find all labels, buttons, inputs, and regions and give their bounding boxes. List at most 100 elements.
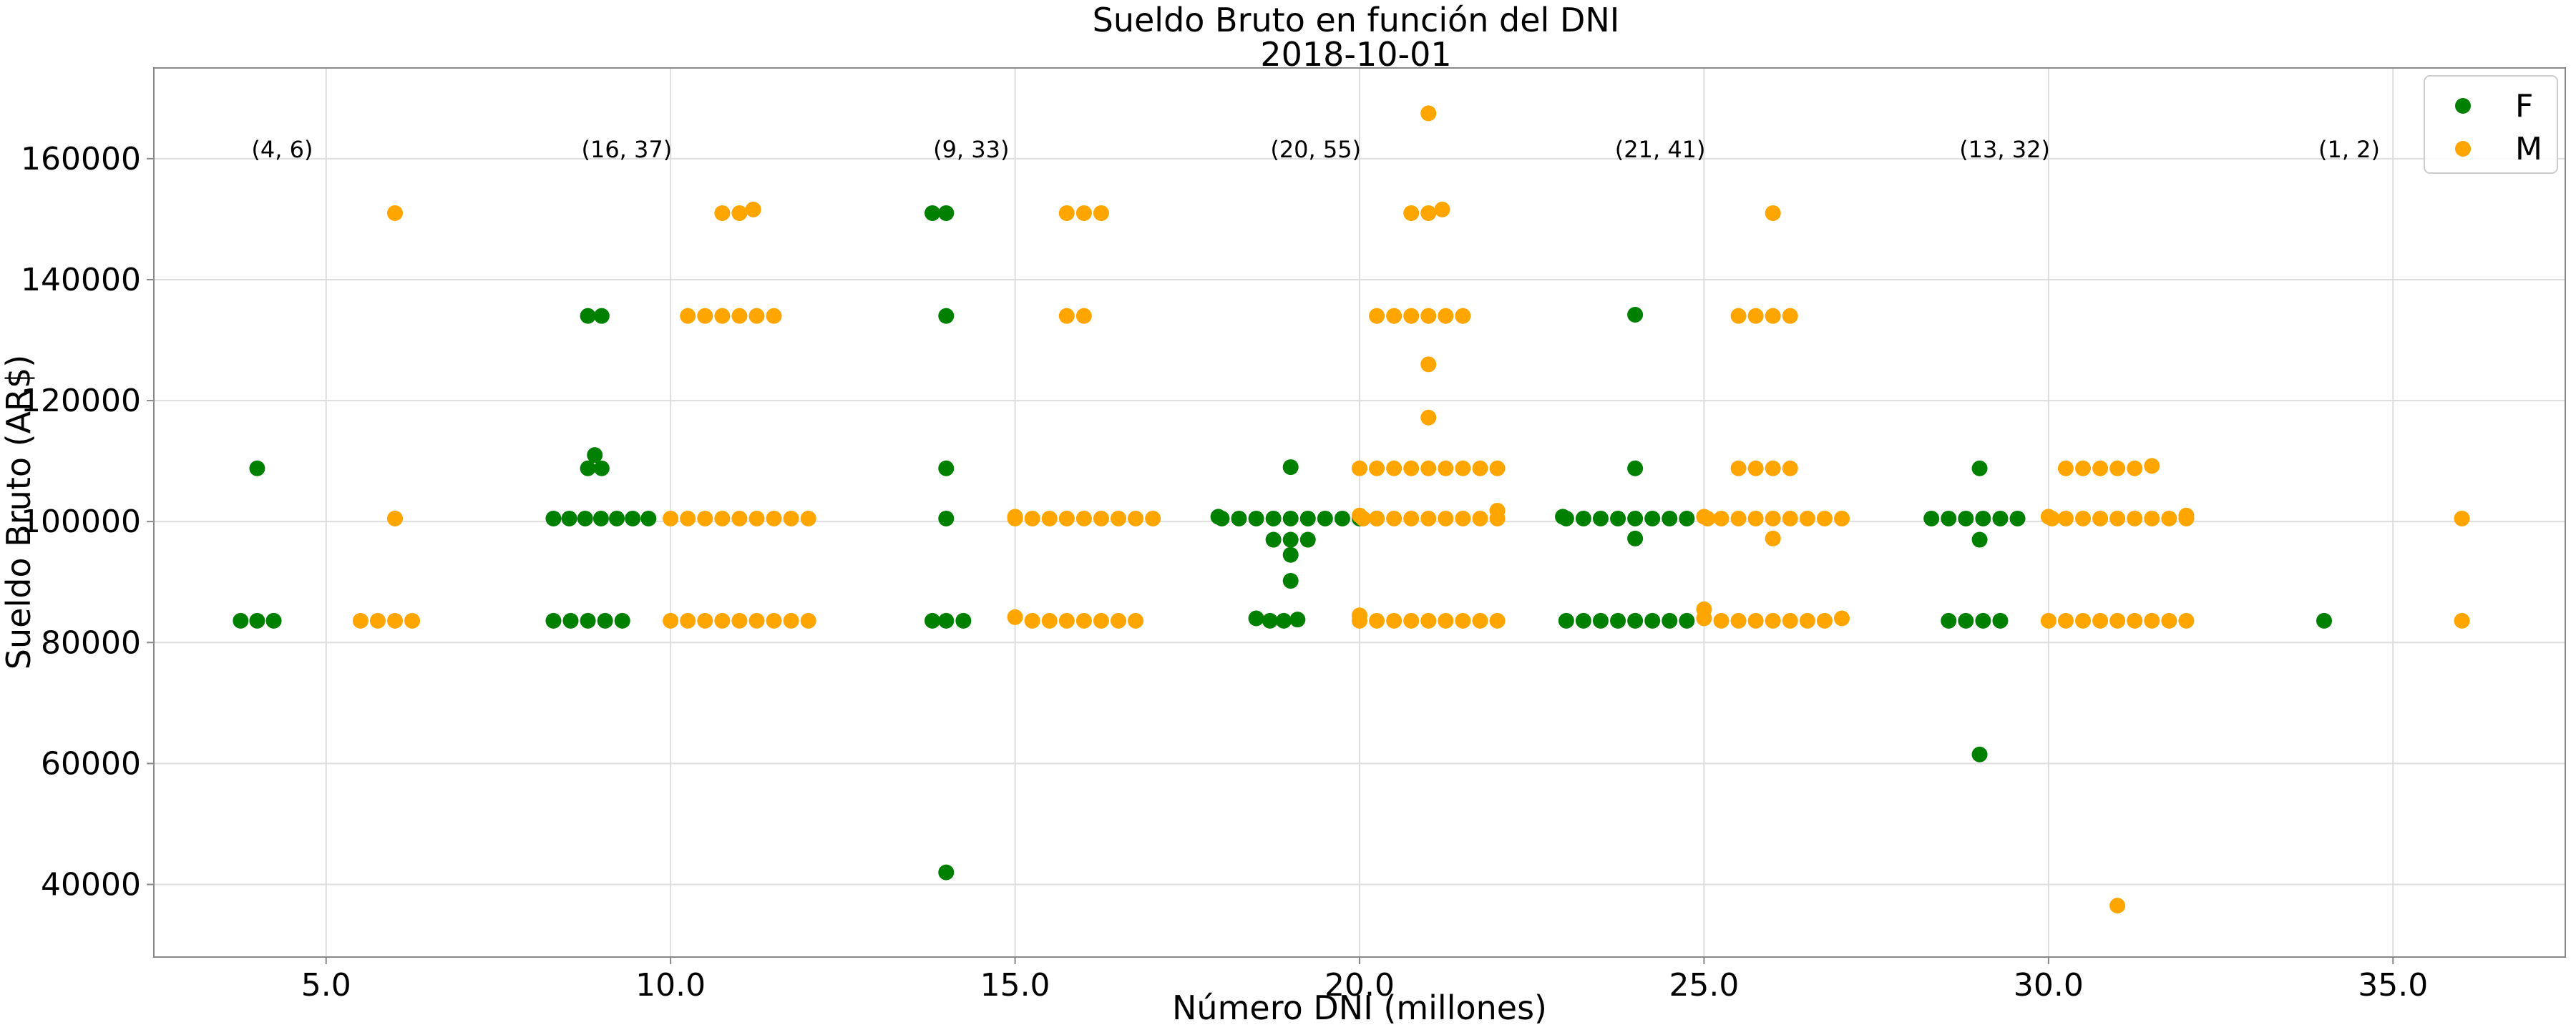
data-point-f — [640, 510, 657, 526]
data-point-f — [1593, 612, 1609, 629]
data-point-m — [387, 205, 403, 221]
series-f — [233, 205, 2332, 881]
data-point-f — [1265, 510, 1282, 526]
data-point-m — [1007, 510, 1023, 526]
group-count-label: (1, 2) — [2318, 136, 2380, 163]
data-point-m — [1765, 612, 1781, 629]
data-point-m — [2109, 612, 2126, 629]
data-point-m — [369, 612, 386, 629]
data-point-f — [580, 308, 596, 324]
x-axis-title: Número DNI (millones) — [1172, 989, 1547, 1027]
data-point-m — [1058, 205, 1075, 221]
data-point-m — [2057, 510, 2074, 526]
data-point-m — [2092, 612, 2109, 629]
data-point-f — [1971, 746, 1988, 762]
data-point-f — [249, 612, 265, 629]
data-point-m — [1111, 612, 1126, 629]
data-point-m — [800, 510, 816, 526]
data-point-f — [545, 510, 562, 526]
data-point-m — [1699, 510, 1716, 526]
data-point-m — [1730, 612, 1747, 629]
data-point-f — [1575, 510, 1591, 526]
data-point-m — [2109, 460, 2126, 476]
data-point-f — [1971, 460, 1988, 476]
data-point-m — [1747, 612, 1764, 629]
data-point-m — [1489, 460, 1506, 476]
data-point-m — [1403, 612, 1420, 629]
data-point-m — [714, 205, 731, 221]
data-point-f — [587, 447, 603, 464]
data-point-f — [1610, 510, 1626, 526]
data-point-m — [1455, 308, 1471, 324]
data-point-m — [352, 612, 369, 629]
data-point-m — [2075, 460, 2091, 476]
data-point-m — [2057, 612, 2074, 629]
data-point-m — [1472, 510, 1488, 526]
data-point-m — [1420, 308, 1437, 324]
data-point-f — [1248, 510, 1264, 526]
data-point-f — [609, 510, 625, 526]
data-point-m — [714, 308, 731, 324]
data-point-f — [938, 612, 955, 629]
data-point-f — [545, 612, 562, 629]
x-tick-label: 15.0 — [980, 967, 1050, 1004]
data-point-m — [731, 612, 748, 629]
data-point-m — [680, 308, 696, 324]
data-point-f — [1282, 546, 1299, 563]
x-tick-label: 35.0 — [2358, 967, 2428, 1004]
data-point-f — [1558, 612, 1574, 629]
data-point-m — [387, 510, 403, 526]
data-point-f — [1262, 612, 1278, 629]
data-point-f — [1975, 612, 1991, 629]
data-point-m — [1352, 612, 1367, 629]
data-point-m — [2075, 510, 2091, 526]
data-point-f — [1975, 510, 1991, 526]
data-point-m — [1438, 510, 1454, 526]
data-point-f — [1941, 510, 1957, 526]
data-point-f — [1248, 610, 1264, 627]
data-point-m — [1438, 308, 1454, 324]
data-point-m — [1834, 510, 1850, 526]
series-m — [352, 105, 2470, 914]
data-point-f — [2009, 510, 2026, 526]
data-point-m — [1058, 308, 1075, 324]
data-point-f — [1958, 612, 1974, 629]
data-point-m — [2178, 507, 2195, 524]
data-point-m — [404, 612, 421, 629]
data-point-m — [2161, 612, 2177, 629]
data-point-m — [1041, 612, 1058, 629]
data-point-m — [1093, 510, 1109, 526]
data-point-m — [1420, 510, 1437, 526]
data-point-m — [1730, 510, 1747, 526]
data-point-m — [1024, 612, 1040, 629]
data-point-f — [938, 510, 955, 526]
data-point-f — [1992, 510, 2009, 526]
y-tick-label: 80000 — [41, 624, 141, 661]
data-point-m — [1075, 205, 1092, 221]
data-point-m — [2144, 612, 2160, 629]
data-point-m — [1472, 612, 1488, 629]
data-point-m — [745, 201, 761, 217]
data-point-f — [1662, 510, 1678, 526]
data-point-f — [938, 864, 955, 881]
data-point-f — [1317, 510, 1333, 526]
data-point-f — [1627, 306, 1644, 323]
data-point-m — [663, 510, 679, 526]
data-point-m — [1403, 308, 1420, 324]
data-point-m — [2092, 460, 2109, 476]
data-point-m — [2454, 612, 2470, 629]
data-point-f — [1265, 531, 1282, 548]
group-count-label: (21, 41) — [1615, 136, 1706, 163]
data-point-f — [1231, 510, 1247, 526]
data-point-m — [2044, 510, 2060, 526]
data-point-f — [1299, 510, 1316, 526]
data-point-m — [1075, 612, 1092, 629]
data-point-m — [1816, 612, 1833, 629]
data-point-m — [1007, 609, 1023, 625]
data-point-m — [680, 510, 696, 526]
data-point-f — [1662, 612, 1678, 629]
data-point-f — [938, 308, 955, 324]
data-points — [233, 105, 2470, 914]
data-point-m — [1489, 612, 1506, 629]
group-count-label: (16, 37) — [581, 136, 672, 163]
